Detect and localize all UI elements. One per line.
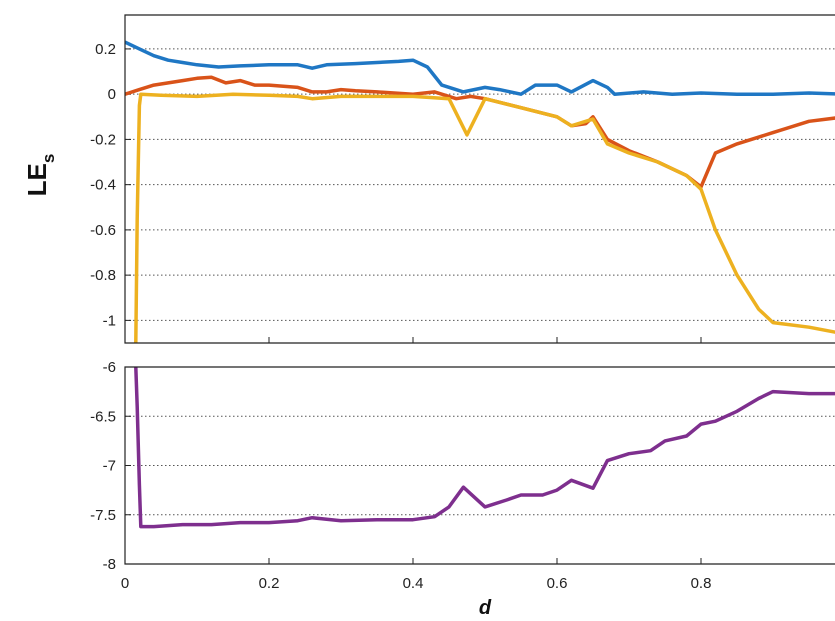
y-axis-label-subscript: s	[39, 154, 58, 163]
bottom-panel: -6 -6.5 -7 -7.5 -8 0 0.2 0.4 0.6 0.8	[90, 359, 835, 592]
axes-frame	[124, 366, 835, 565]
x-axis-label: d	[479, 597, 492, 619]
y-tick-label: -6.5	[90, 408, 116, 425]
top-panel: 0.2 0 -0.2 -0.4 -0.6 -0.8 -1	[90, 14, 835, 344]
y-tick-label: -0.8	[90, 267, 116, 284]
series-line-purple	[134, 367, 835, 529]
x-tick-label: 0.6	[547, 575, 568, 592]
y-tick-label: -7	[103, 458, 116, 475]
y-tick-label: -0.4	[90, 177, 116, 194]
x-tick-label: 0	[121, 575, 129, 592]
series-line-yellow	[134, 92, 835, 343]
x-tick-label: 0.4	[403, 575, 424, 592]
x-tick-label: 0.8	[691, 575, 712, 592]
axes-frame	[124, 14, 835, 344]
y-tick-label: -8	[103, 556, 116, 573]
y-tick-label: 0.2	[95, 41, 116, 58]
y-tick-label: -7.5	[90, 507, 116, 524]
series-line-blue	[125, 40, 835, 96]
y-tick-label: 0	[108, 86, 116, 103]
y-tick-label: -0.2	[90, 131, 116, 148]
y-axis-label-main: LE	[22, 163, 52, 196]
x-tick-label: 0.2	[259, 575, 280, 592]
y-tick-label: -6	[103, 359, 116, 376]
y-tick-label: -1	[103, 312, 116, 329]
y-axis-label-top: LEs	[22, 154, 58, 197]
y-tick-label: -0.6	[90, 222, 116, 239]
